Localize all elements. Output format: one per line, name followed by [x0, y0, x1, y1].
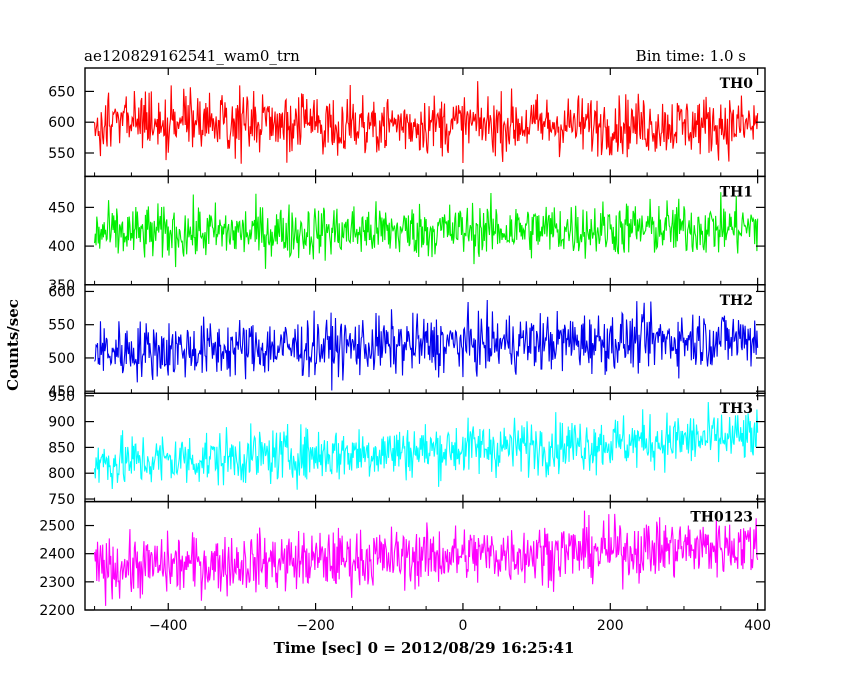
bin-time-label: Bin time: 1.0 s [636, 47, 746, 65]
series-line-th2 [94, 299, 759, 391]
panel-frame [84, 500, 766, 611]
panel-label: TH0123 [690, 510, 753, 526]
x-axis-label: Time [sec] 0 = 2012/08/29 16:25:41 [274, 639, 575, 657]
x-axis: −400 −200 0 200 400 [149, 618, 771, 634]
y-tick-label: 800 [48, 466, 75, 482]
y-tick-label: 2400 [39, 547, 75, 563]
y-tick-label: 450 [48, 200, 75, 216]
x-tick-label: −200 [296, 618, 334, 634]
panel-label: TH2 [720, 293, 753, 309]
y-tick-label: 2200 [39, 603, 75, 619]
y-tick-label: 600 [48, 284, 75, 300]
y-tick-label: 600 [48, 115, 75, 131]
y-tick-label: 850 [48, 440, 75, 456]
y-tick-label: 2300 [39, 575, 75, 591]
panel-label: TH1 [720, 184, 753, 200]
series-line-th0123 [94, 510, 759, 606]
x-tick-label: 400 [744, 618, 771, 634]
series-line-th3 [94, 402, 759, 490]
panel-th1: 350 400 450 TH1 [48, 175, 766, 294]
y-tick-label: 500 [48, 351, 75, 367]
panel-label: TH0 [720, 76, 754, 92]
y-tick-label: 900 [48, 415, 75, 431]
y-tick-label: 2500 [39, 519, 75, 535]
panel-th3: 750 800 850 900 950 TH3 [48, 389, 766, 508]
y-axis-label: Counts/sec [4, 299, 22, 391]
y-tick-label: 650 [48, 84, 75, 100]
y-tick-label: 950 [48, 389, 75, 405]
panel-th0123: 2200 2300 2400 2500 TH0123 [39, 500, 766, 619]
y-tick-label: 400 [48, 239, 75, 255]
series-line-th0 [94, 81, 759, 164]
y-tick-label: 550 [48, 318, 75, 334]
y-tick-label: 350 [48, 278, 75, 294]
x-tick-label: 200 [597, 618, 624, 634]
panels-group: 550 600 650 TH0 350 400 450 TH1 450 500 550 600 TH2 7… [39, 67, 766, 619]
y-tick-label: 550 [48, 146, 75, 162]
panel-th2: 450 500 550 600 TH2 [48, 284, 766, 400]
series-line-th1 [94, 192, 759, 269]
y-tick-label: 750 [48, 492, 75, 508]
x-tick-label: 0 [458, 618, 467, 634]
x-tick-label: −400 [149, 618, 187, 634]
y-tick-label: 450 [48, 384, 75, 400]
panel-th0: 550 600 650 TH0 [48, 67, 766, 178]
panel-label: TH3 [720, 401, 753, 417]
chart-title: ae120829162541_wam0_trn [84, 47, 300, 65]
